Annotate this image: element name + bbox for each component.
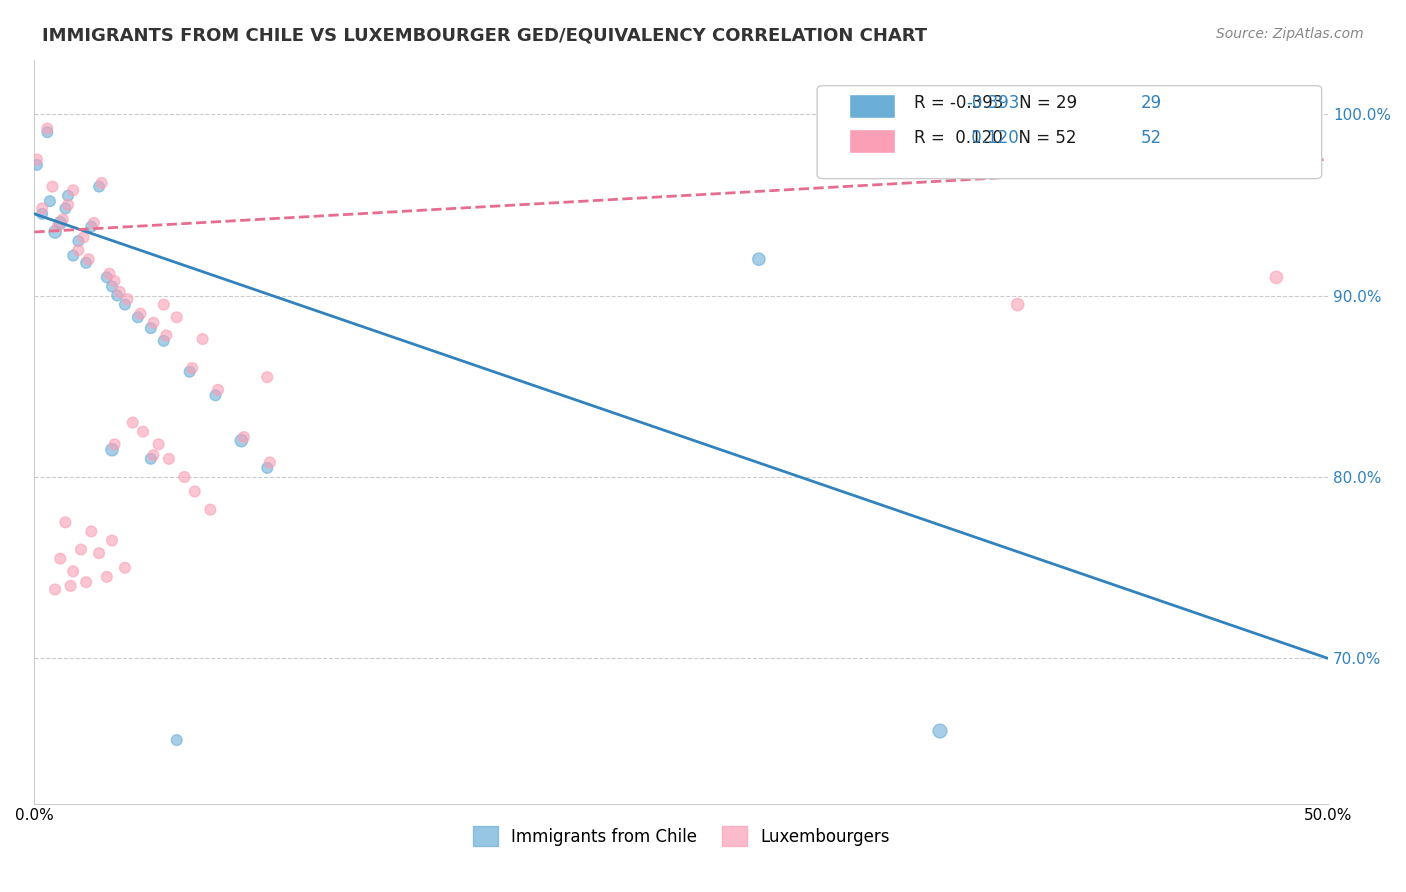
Text: R =  0.120   N = 52: R = 0.120 N = 52 bbox=[914, 128, 1077, 146]
Immigrants from Chile bbox=[929, 724, 952, 739]
Text: 0.120: 0.120 bbox=[966, 128, 1018, 146]
Immigrants from Chile bbox=[101, 442, 124, 457]
Luxembourgers bbox=[41, 179, 63, 194]
Immigrants from Chile bbox=[101, 279, 124, 293]
Immigrants from Chile bbox=[127, 310, 149, 325]
Luxembourgers bbox=[191, 332, 214, 346]
Immigrants from Chile bbox=[37, 125, 59, 139]
Luxembourgers bbox=[173, 470, 195, 484]
Luxembourgers bbox=[103, 437, 125, 451]
FancyBboxPatch shape bbox=[849, 94, 894, 118]
Immigrants from Chile bbox=[179, 365, 201, 379]
Legend: Immigrants from Chile, Luxembourgers: Immigrants from Chile, Luxembourgers bbox=[464, 818, 898, 855]
Luxembourgers bbox=[142, 448, 165, 462]
Luxembourgers bbox=[77, 252, 100, 267]
Luxembourgers bbox=[101, 533, 124, 548]
Luxembourgers bbox=[25, 153, 48, 167]
Luxembourgers bbox=[96, 570, 118, 584]
Luxembourgers bbox=[46, 219, 69, 234]
Luxembourgers bbox=[37, 121, 59, 136]
Luxembourgers bbox=[1007, 297, 1029, 311]
Luxembourgers bbox=[49, 551, 72, 566]
Immigrants from Chile bbox=[56, 188, 79, 202]
Immigrants from Chile bbox=[231, 434, 253, 448]
Immigrants from Chile bbox=[67, 234, 90, 248]
Luxembourgers bbox=[59, 579, 82, 593]
Luxembourgers bbox=[62, 565, 84, 579]
Immigrants from Chile bbox=[44, 225, 66, 239]
Text: 52: 52 bbox=[1140, 128, 1161, 146]
Luxembourgers bbox=[129, 307, 152, 321]
Text: Source: ZipAtlas.com: Source: ZipAtlas.com bbox=[1216, 27, 1364, 41]
Luxembourgers bbox=[55, 516, 77, 530]
Luxembourgers bbox=[200, 502, 222, 516]
Luxembourgers bbox=[108, 285, 131, 299]
Text: -0.393: -0.393 bbox=[966, 94, 1019, 112]
Immigrants from Chile bbox=[55, 202, 77, 216]
Immigrants from Chile bbox=[80, 219, 103, 234]
Luxembourgers bbox=[259, 455, 281, 469]
Immigrants from Chile bbox=[204, 388, 226, 402]
Immigrants from Chile bbox=[31, 207, 53, 221]
Luxembourgers bbox=[103, 274, 125, 288]
Immigrants from Chile bbox=[25, 158, 48, 172]
Luxembourgers bbox=[62, 183, 84, 197]
Luxembourgers bbox=[117, 292, 139, 306]
Luxembourgers bbox=[31, 202, 53, 216]
Immigrants from Chile bbox=[139, 451, 162, 466]
Immigrants from Chile bbox=[105, 288, 128, 302]
Luxembourgers bbox=[256, 370, 278, 384]
Immigrants from Chile bbox=[87, 179, 110, 194]
Luxembourgers bbox=[142, 316, 165, 330]
Luxembourgers bbox=[98, 267, 121, 281]
Luxembourgers bbox=[148, 437, 170, 451]
Luxembourgers bbox=[166, 310, 188, 325]
Immigrants from Chile bbox=[62, 249, 84, 263]
Text: IMMIGRANTS FROM CHILE VS LUXEMBOURGER GED/EQUIVALENCY CORRELATION CHART: IMMIGRANTS FROM CHILE VS LUXEMBOURGER GE… bbox=[42, 27, 928, 45]
Luxembourgers bbox=[114, 560, 136, 574]
Luxembourgers bbox=[75, 575, 97, 590]
FancyBboxPatch shape bbox=[817, 86, 1322, 178]
Immigrants from Chile bbox=[139, 321, 162, 335]
Luxembourgers bbox=[155, 328, 177, 343]
Immigrants from Chile bbox=[152, 334, 174, 348]
Luxembourgers bbox=[83, 216, 105, 230]
Luxembourgers bbox=[87, 546, 110, 560]
Text: 29: 29 bbox=[1140, 94, 1161, 112]
Immigrants from Chile bbox=[96, 270, 118, 285]
Luxembourgers bbox=[1265, 270, 1288, 285]
Luxembourgers bbox=[132, 425, 155, 439]
Luxembourgers bbox=[181, 361, 204, 376]
Luxembourgers bbox=[90, 176, 112, 190]
Luxembourgers bbox=[56, 198, 79, 212]
Luxembourgers bbox=[80, 524, 103, 539]
Luxembourgers bbox=[121, 416, 143, 430]
Immigrants from Chile bbox=[256, 461, 278, 475]
Luxembourgers bbox=[152, 297, 174, 311]
Luxembourgers bbox=[184, 484, 207, 499]
Luxembourgers bbox=[70, 542, 93, 557]
Luxembourgers bbox=[157, 451, 180, 466]
Immigrants from Chile bbox=[49, 216, 72, 230]
Immigrants from Chile bbox=[748, 252, 770, 267]
Luxembourgers bbox=[67, 243, 90, 257]
Immigrants from Chile bbox=[75, 256, 97, 270]
Luxembourgers bbox=[233, 430, 256, 444]
Immigrants from Chile bbox=[38, 194, 60, 209]
Luxembourgers bbox=[44, 582, 66, 597]
FancyBboxPatch shape bbox=[849, 128, 894, 153]
Immigrants from Chile bbox=[166, 733, 188, 747]
Luxembourgers bbox=[207, 383, 229, 397]
Luxembourgers bbox=[72, 230, 94, 244]
Luxembourgers bbox=[52, 212, 75, 227]
Immigrants from Chile bbox=[114, 297, 136, 311]
Text: R = -0.393   N = 29: R = -0.393 N = 29 bbox=[914, 94, 1077, 112]
